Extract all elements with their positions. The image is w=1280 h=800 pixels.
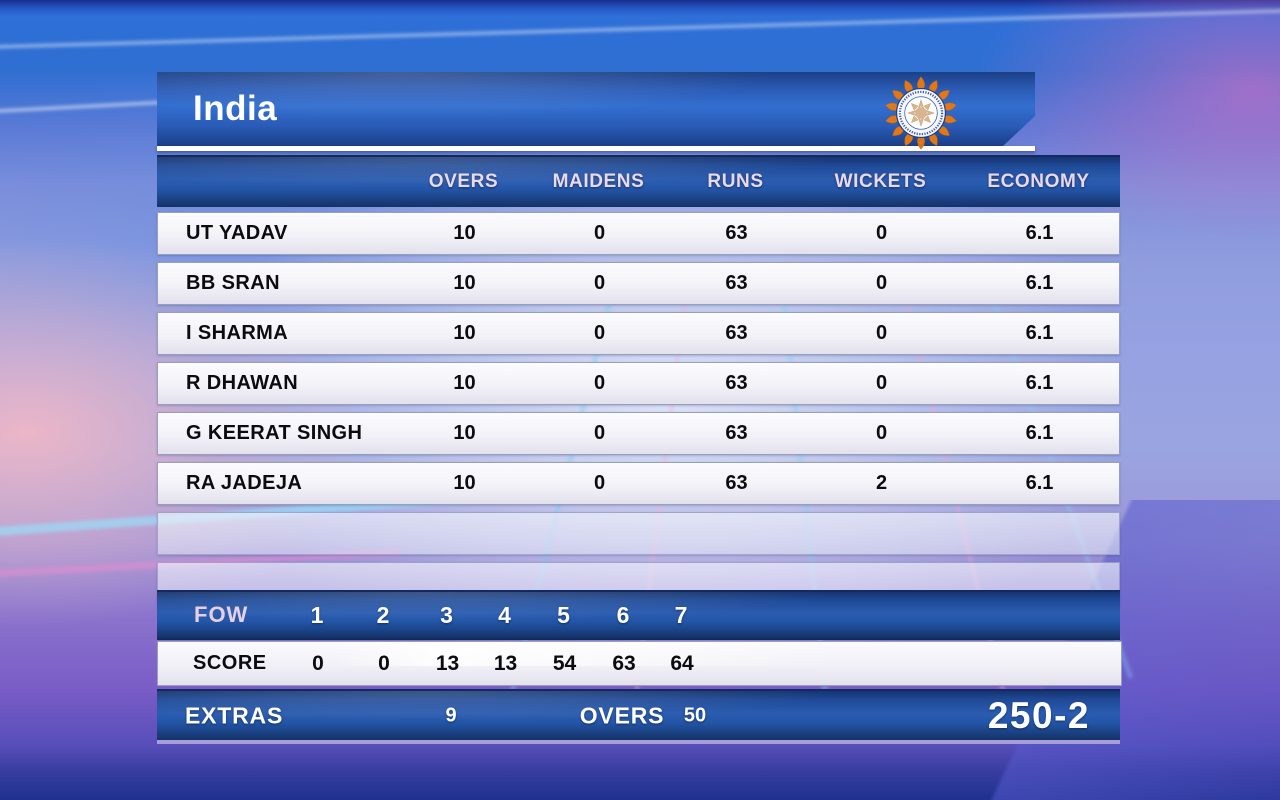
overs-value: 10 — [453, 372, 476, 394]
bowler-name: UT YADAV — [186, 222, 288, 244]
team-name: India — [193, 89, 278, 128]
column-wickets: WICKETS — [834, 171, 927, 192]
table-row: UT YADAV 10 0 63 0 6.1 — [157, 212, 1120, 255]
fow-wicket-number: 3 — [440, 601, 453, 628]
maidens-value: 0 — [593, 272, 606, 294]
fow-score: 54 — [552, 651, 577, 675]
total-score: 250-2 — [987, 694, 1090, 736]
table-row: G KEERAT SINGH 10 0 63 0 6.1 — [157, 412, 1120, 455]
fow-score: 13 — [435, 651, 460, 675]
table-row: BB SRAN 10 0 63 0 6.1 — [157, 262, 1120, 305]
fow-score: 0 — [312, 651, 324, 675]
bowling-table-body: UT YADAV 10 0 63 0 6.1 BB SRAN 10 0 63 0… — [157, 212, 1120, 605]
overs-value: 10 — [453, 222, 476, 244]
bowler-name: R DHAWAN — [186, 372, 299, 394]
fow-label: FOW — [194, 602, 249, 627]
overs-label: OVERS — [579, 702, 665, 728]
overs-value: 10 — [453, 322, 476, 344]
fow-score-row: SCORE 0 0 13 13 54 63 64 — [157, 641, 1122, 686]
bcci-logo-icon — [884, 76, 958, 150]
column-runs: RUNS — [707, 171, 764, 192]
wickets-value: 0 — [875, 272, 888, 294]
score-label: SCORE — [193, 652, 267, 674]
runs-value: 63 — [725, 272, 748, 294]
fow-score: 63 — [612, 651, 636, 675]
maidens-value: 0 — [593, 322, 606, 344]
wickets-value: 0 — [875, 322, 888, 344]
runs-value: 63 — [725, 472, 748, 494]
fow-wicket-number: 4 — [498, 601, 511, 628]
title-underline — [157, 146, 1035, 151]
economy-value: 6.1 — [1025, 472, 1054, 494]
maidens-value: 0 — [593, 422, 606, 444]
overs-value: 10 — [453, 272, 476, 294]
fow-wicket-number: 6 — [616, 601, 630, 628]
fow-bar: FOW 1 2 3 4 5 6 7 — [157, 590, 1120, 640]
wickets-value: 0 — [875, 222, 888, 244]
extras-value: 9 — [445, 704, 457, 726]
maidens-value: 0 — [593, 472, 606, 494]
bowler-name: G KEERAT SINGH — [186, 422, 363, 444]
fow-score: 0 — [378, 651, 390, 675]
economy-value: 6.1 — [1025, 222, 1054, 244]
wickets-value: 0 — [875, 372, 888, 394]
bowler-name: RA JADEJA — [186, 472, 303, 494]
bowler-name: BB SRAN — [186, 272, 280, 294]
column-overs: OVERS — [428, 171, 499, 192]
column-economy: ECONOMY — [987, 171, 1090, 192]
overs-value: 50 — [683, 704, 707, 726]
bowler-name: I SHARMA — [186, 322, 289, 344]
maidens-value: 0 — [593, 372, 606, 394]
bowling-table-header: OVERS MAIDENS RUNS WICKETS ECONOMY — [157, 155, 1120, 207]
table-row: I SHARMA 10 0 63 0 6.1 — [157, 312, 1120, 355]
fow-wicket-number: 1 — [310, 601, 324, 628]
overs-value: 10 — [453, 422, 476, 444]
runs-value: 63 — [725, 222, 748, 244]
extras-label: EXTRAS — [185, 702, 284, 728]
table-row-empty — [157, 512, 1120, 555]
fow-score: 13 — [493, 651, 518, 675]
economy-value: 6.1 — [1025, 422, 1054, 444]
fow-score: 64 — [670, 651, 694, 675]
table-row: R DHAWAN 10 0 63 0 6.1 — [157, 362, 1120, 405]
column-maidens: MAIDENS — [552, 171, 645, 192]
maidens-value: 0 — [593, 222, 606, 244]
wickets-value: 2 — [875, 472, 888, 494]
runs-value: 63 — [725, 422, 748, 444]
team-title-bar: India — [157, 72, 1035, 146]
economy-value: 6.1 — [1025, 372, 1054, 394]
overs-value: 10 — [453, 472, 476, 494]
table-row: RA JADEJA 10 0 63 2 6.1 — [157, 462, 1120, 505]
economy-value: 6.1 — [1025, 322, 1054, 344]
summary-bar: EXTRAS 9 OVERS 50 250-2 — [157, 689, 1120, 744]
wickets-value: 0 — [875, 422, 888, 444]
fow-wicket-number: 2 — [376, 601, 390, 628]
runs-value: 63 — [725, 322, 748, 344]
fow-wicket-number: 7 — [674, 601, 688, 628]
fow-wicket-number: 5 — [557, 601, 570, 628]
runs-value: 63 — [725, 372, 748, 394]
economy-value: 6.1 — [1025, 272, 1054, 294]
